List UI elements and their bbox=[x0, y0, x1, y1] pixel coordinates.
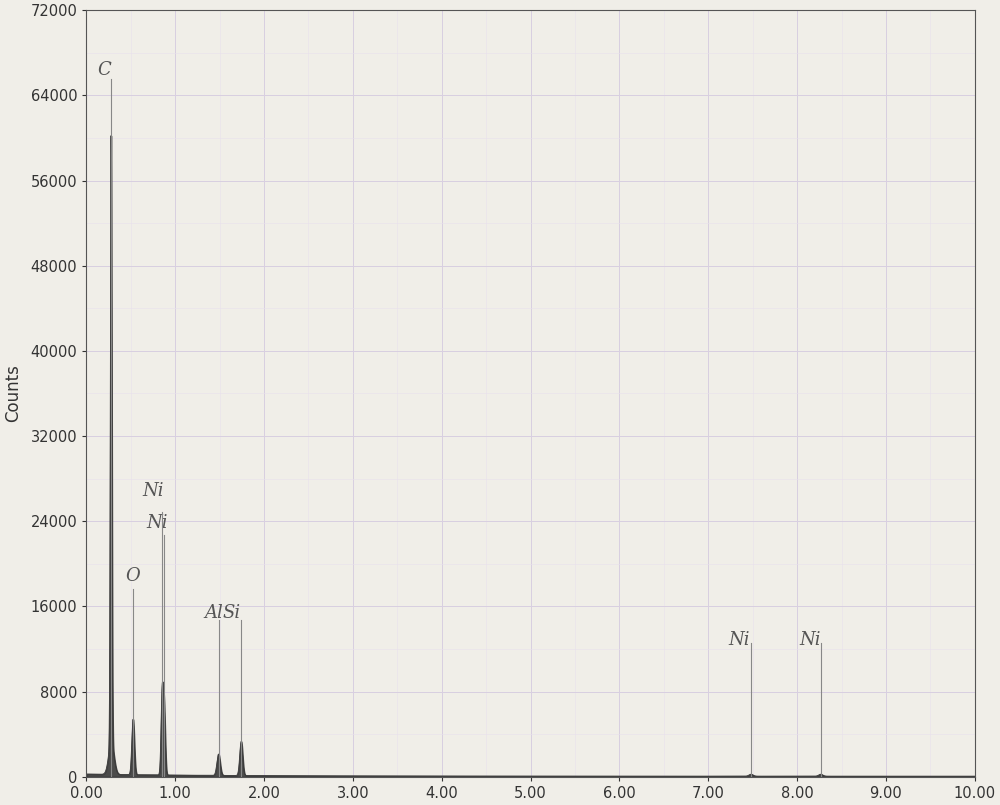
Text: O: O bbox=[125, 568, 140, 585]
Text: Ni: Ni bbox=[800, 631, 821, 649]
Text: Si: Si bbox=[222, 605, 240, 622]
Text: Ni: Ni bbox=[147, 514, 168, 532]
Text: Al: Al bbox=[204, 605, 223, 622]
Y-axis label: Counts: Counts bbox=[4, 365, 22, 423]
Text: C: C bbox=[97, 61, 111, 80]
Text: Ni: Ni bbox=[142, 482, 164, 500]
Text: Ni: Ni bbox=[729, 631, 750, 649]
